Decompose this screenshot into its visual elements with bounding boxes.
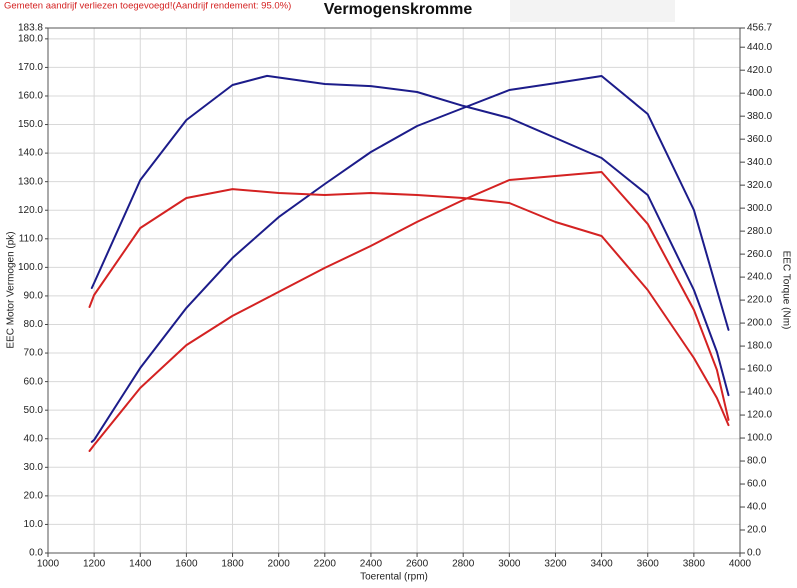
y2-tick-label: 100.0 xyxy=(747,433,772,444)
y-tick-label: 170.0 xyxy=(18,62,43,73)
y2-tick-label: 360.0 xyxy=(747,134,772,145)
note: Gemeten aandrijf verliezen toegevoegd!(A… xyxy=(4,1,291,12)
y-tick-label: 183.8 xyxy=(18,23,43,34)
plot-frame xyxy=(47,27,741,554)
line-series xyxy=(90,74,730,397)
x-tick-label: 1800 xyxy=(221,559,244,570)
y2-tick-label: 120.0 xyxy=(747,410,772,421)
chart-title: Vermogenskromme xyxy=(324,1,473,18)
x-tick-label: 2000 xyxy=(268,559,291,570)
y-tick-label: 70.0 xyxy=(24,348,44,359)
y2-tick-label: 260.0 xyxy=(747,249,772,260)
y2-axis-label: EEC Torque (Nm) xyxy=(780,251,791,330)
y2-tick-label: 300.0 xyxy=(747,203,772,214)
y2-tick-label: 60.0 xyxy=(747,479,767,490)
y-tick-label: 60.0 xyxy=(24,376,44,387)
y2-tick-label: 0.0 xyxy=(747,548,761,559)
y-tick-label: 90.0 xyxy=(24,291,44,302)
x-tick-label: 2400 xyxy=(360,559,383,570)
line-series xyxy=(90,75,730,443)
y2-tick-label: 40.0 xyxy=(747,502,767,513)
x-tick-label: 3000 xyxy=(498,559,521,570)
line-series xyxy=(88,188,730,427)
x-tick-label: 2200 xyxy=(314,559,337,570)
y-tick-label: 20.0 xyxy=(24,491,44,502)
y2-tick-label: 20.0 xyxy=(747,525,767,536)
y-tick-label: 40.0 xyxy=(24,433,44,444)
x-tick-label: 1000 xyxy=(37,559,60,570)
y-tick-label: 120.0 xyxy=(18,205,43,216)
y2-tick-label: 320.0 xyxy=(747,180,772,191)
y2-tick-label: 140.0 xyxy=(747,387,772,398)
y2-tick-label: 456.7 xyxy=(747,23,772,34)
x-tick-label: 4000 xyxy=(729,559,752,570)
y-tick-label: 160.0 xyxy=(18,91,43,102)
y2-tick-label: 280.0 xyxy=(747,226,772,237)
y-tick-label: 10.0 xyxy=(24,519,44,530)
y2-tick-label: 420.0 xyxy=(747,65,772,76)
y2-tick-label: 160.0 xyxy=(747,364,772,375)
x-tick-label: 1600 xyxy=(175,559,198,570)
x-tick-label: 3400 xyxy=(590,559,613,570)
y-tick-label: 0.0 xyxy=(29,548,43,559)
y-tick-label: 110.0 xyxy=(19,233,44,244)
y-tick-label: 80.0 xyxy=(24,319,44,330)
x-tick-label: 1400 xyxy=(129,559,152,570)
y-tick-label: 140.0 xyxy=(18,148,43,159)
y2-tick-label: 400.0 xyxy=(747,88,772,99)
y2-tick-label: 180.0 xyxy=(747,341,772,352)
y2-tick-label: 80.0 xyxy=(747,456,767,467)
y-axis-label: EEC Motor Vermogen (pk) xyxy=(6,231,17,348)
y-tick-label: 150.0 xyxy=(18,119,43,130)
y-tick-label: 30.0 xyxy=(24,462,44,473)
y-tick-label: 130.0 xyxy=(18,176,43,187)
line-series xyxy=(88,171,730,452)
x-tick-label: 1200 xyxy=(83,559,106,570)
x-tick-label: 2800 xyxy=(452,559,475,570)
y2-tick-label: 380.0 xyxy=(747,111,772,122)
y2-tick-label: 220.0 xyxy=(747,295,772,306)
x-tick-label: 2600 xyxy=(406,559,429,570)
y2-tick-label: 240.0 xyxy=(747,272,772,283)
y2-tick-label: 340.0 xyxy=(747,157,772,168)
x-tick-label: 3600 xyxy=(637,559,660,570)
x-tick-label: 3800 xyxy=(683,559,706,570)
y-tick-label: 50.0 xyxy=(24,405,44,416)
y2-tick-label: 440.0 xyxy=(747,42,772,53)
x-tick-label: 3200 xyxy=(544,559,567,570)
y-tick-label: 100.0 xyxy=(18,262,43,273)
y-tick-label: 180.0 xyxy=(18,33,43,44)
header-box xyxy=(510,0,675,22)
y2-tick-label: 200.0 xyxy=(747,318,772,329)
x-axis-label: Toerental (rpm) xyxy=(360,572,428,583)
